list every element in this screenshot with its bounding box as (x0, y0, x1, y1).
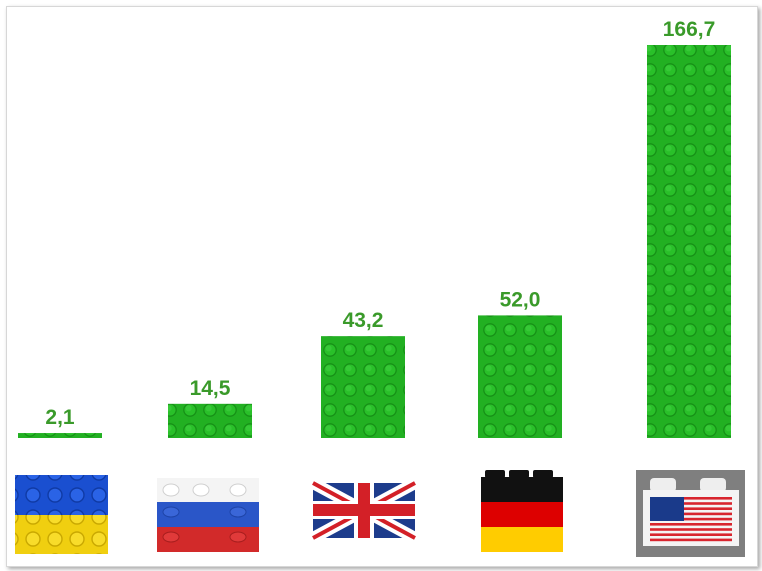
us-flag-stripe (650, 507, 732, 510)
chart-frame (6, 6, 758, 567)
bar-usa (647, 45, 731, 438)
data-label: 14,5 (190, 377, 231, 400)
bar-germany (478, 315, 562, 438)
us-flag-stripe (650, 528, 732, 531)
data-label: 166,7 (663, 18, 716, 41)
us-flag-stripe (650, 533, 732, 536)
us-flag-stripe (650, 502, 732, 505)
ukraine-flag-brick-icon (15, 475, 108, 554)
us-flag-stripe (650, 517, 732, 521)
russia-flag-brick-icon (157, 478, 259, 552)
data-label: 2,1 (45, 406, 75, 429)
us-flag-stripe (650, 512, 732, 516)
us-flag-stripe (650, 538, 732, 542)
bar-ukraine (18, 433, 102, 438)
usa-flag-brick-icon (636, 470, 745, 557)
data-label: 43,2 (343, 309, 384, 332)
bar-united-kingdom (321, 336, 405, 438)
us-flag-stripe (650, 497, 732, 500)
germany-flag-brick-icon (481, 470, 563, 552)
bar-russia (168, 403, 252, 438)
data-label: 52,0 (500, 288, 541, 311)
us-flag-stripe (650, 523, 732, 526)
uk-flag-brick-icon (310, 477, 418, 544)
